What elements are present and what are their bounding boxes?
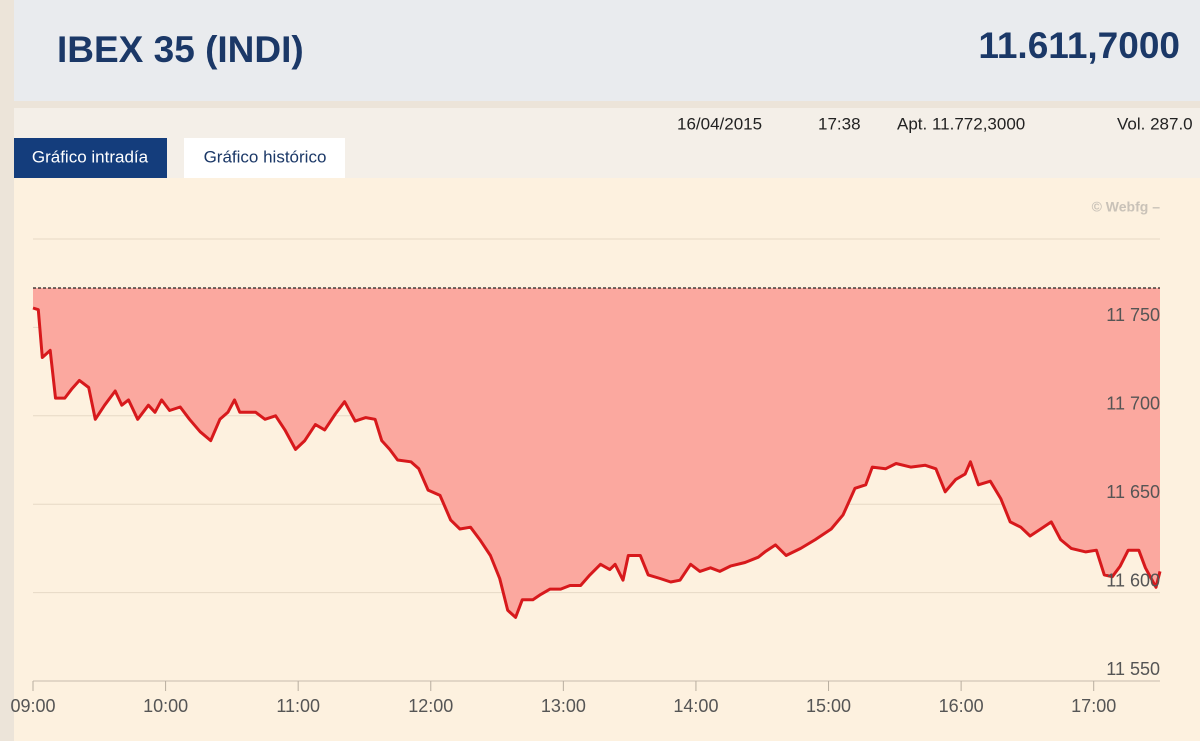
info-date: 16/04/2015 [677,114,762,133]
tab-active-bg[interactable] [14,138,167,178]
x-tick-label: 10:00 [143,696,188,716]
info-volume: Vol. 287.0 [1117,114,1193,133]
y-tick-label: 11 700 [1106,394,1160,414]
watermark: © Webfg – [1092,199,1161,215]
x-tick-label: 15:00 [806,696,851,716]
y-tick-label: 11 750 [1106,305,1160,325]
info-time: 17:38 [818,114,861,133]
tab-bg[interactable] [184,138,345,178]
plot: 11 550 11 600 11 650 11 700 11 750 09:00 10:00… [10,238,1162,716]
price-line [32,306,1162,619]
header-bg [14,0,1200,101]
x-tick-label: 11:00 [276,696,320,716]
tab-historic[interactable]: Gráfico histórico [204,147,327,166]
tab-intraday[interactable]: Gráfico intradía [32,147,149,166]
x-tick-label: 17:00 [1071,696,1116,716]
info-previous: Apt. 11.772,3000 [897,114,1025,133]
y-tick-label: 11 550 [1106,659,1160,679]
area [33,287,1160,618]
y-tick-label: 11 600 [1106,570,1160,590]
index-value: 11.611,7000 [978,25,1180,66]
index-title: IBEX 35 (INDI) [57,29,304,70]
x-tick-label: 14:00 [673,696,718,716]
x-tick-label: 16:00 [939,696,984,716]
x-tick-label: 13:00 [541,696,586,716]
y-tick-label: 11 650 [1106,482,1160,502]
x-tick-label: 12:00 [408,696,453,716]
x-tick-label: 09:00 [10,696,55,716]
